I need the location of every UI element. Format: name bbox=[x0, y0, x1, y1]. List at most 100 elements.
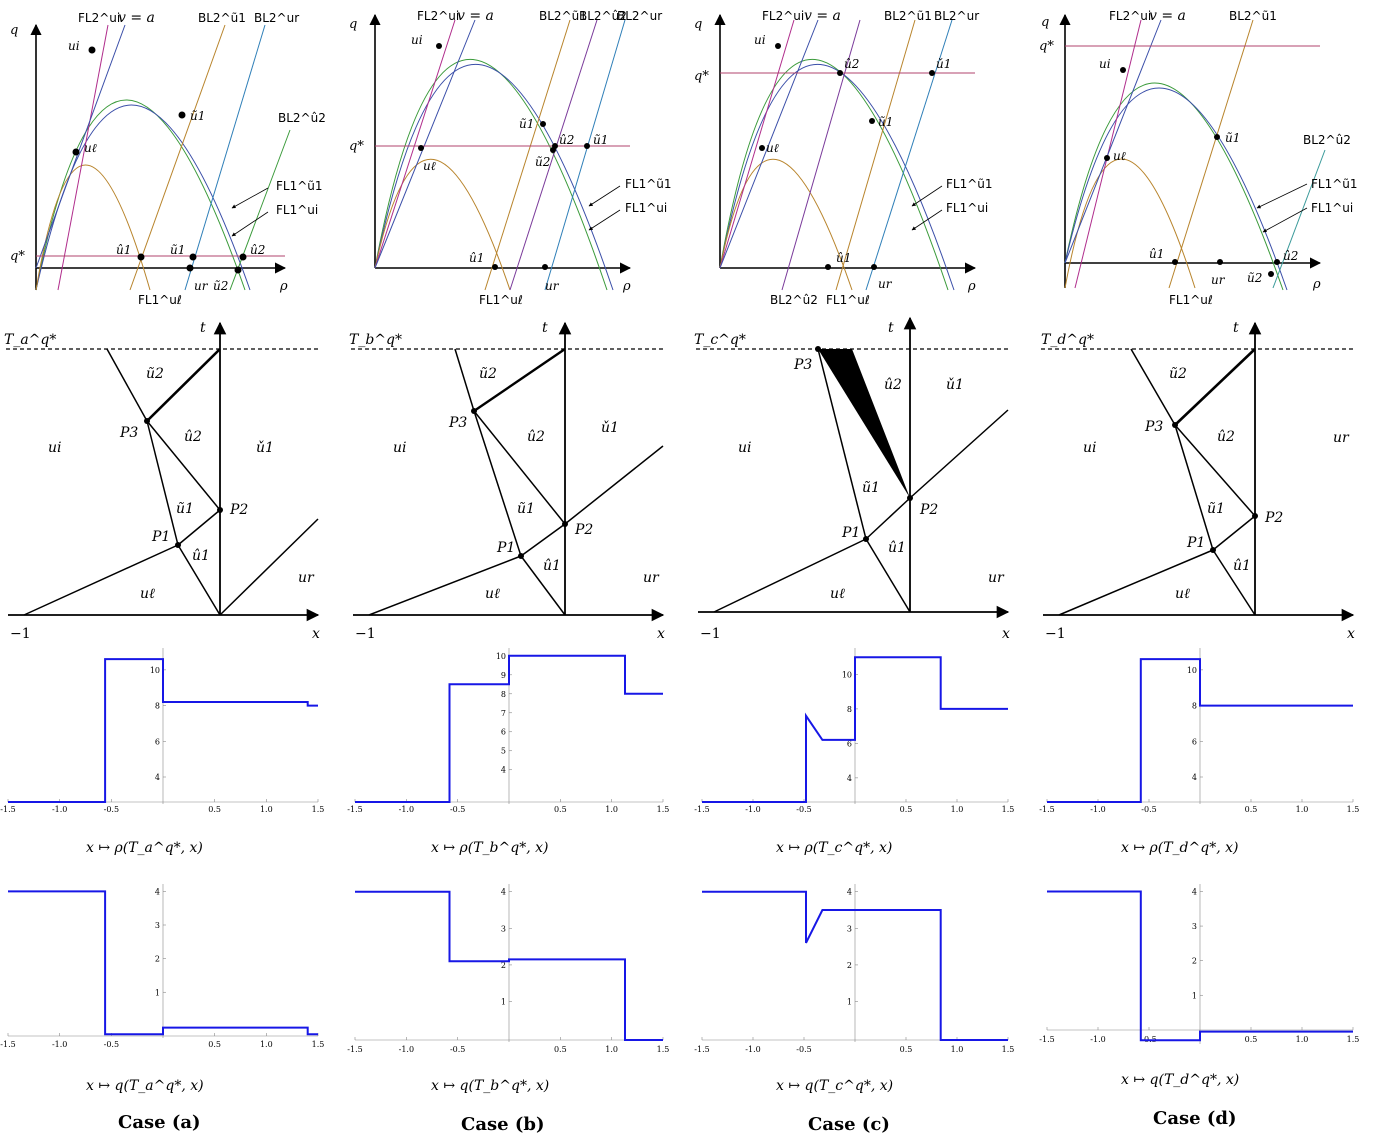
phase-diagram: q ρ q* v = a FL2^ui BL2^ũ1 BL2^ur BL2^û2… bbox=[10, 10, 326, 307]
x-tick-label: 1.0 bbox=[605, 805, 618, 814]
pt-uh1: û1 bbox=[1149, 247, 1164, 261]
case-caption: Case (c) bbox=[808, 1114, 890, 1135]
x-tick-label: 1.5 bbox=[1002, 1045, 1015, 1054]
q-star-label: q* bbox=[1039, 39, 1054, 54]
pt-ul: uℓ bbox=[423, 159, 436, 173]
bl2-ur-label: BL2^ur bbox=[934, 9, 979, 23]
rho-caption: x ↦ ρ(T_d^q*, x) bbox=[1121, 840, 1238, 856]
y-tick-label: 4 bbox=[1192, 887, 1197, 896]
y-tick-label: 4 bbox=[155, 773, 160, 782]
q-plot: -1.5 -1.0 -0.5 0.5 1.0 1.5 1 2 3 4 bbox=[347, 884, 669, 1054]
series-line bbox=[355, 890, 663, 1041]
fl1-u1t-label: FL1^ũ1 bbox=[946, 177, 993, 191]
x-tick-label: -0.5 bbox=[450, 805, 465, 814]
pt-ur: ur bbox=[878, 277, 893, 291]
tx-points bbox=[1172, 422, 1258, 553]
y-tick-label: 1 bbox=[501, 998, 506, 1007]
bl2-uh2-line bbox=[1272, 149, 1326, 289]
T-label: T_d^q* bbox=[1041, 332, 1094, 348]
x-tick-label: 1.0 bbox=[605, 1045, 618, 1054]
q-star-label: q* bbox=[349, 139, 364, 154]
x-tick-label: -1.0 bbox=[399, 1045, 414, 1054]
pt-ut2: ũ2 bbox=[1247, 271, 1262, 285]
q-caption: x ↦ q(T_c^q*, x) bbox=[776, 1078, 893, 1094]
y-tick-label: 8 bbox=[501, 690, 506, 699]
x-label: x bbox=[657, 626, 665, 642]
pt-uh1: û1 bbox=[469, 251, 484, 265]
green-curve bbox=[35, 99, 246, 291]
fl1-ul-curve bbox=[719, 159, 853, 291]
x-tick-label: 0.5 bbox=[554, 805, 567, 814]
bl2-uh2-line bbox=[229, 129, 291, 291]
green-curve bbox=[1064, 82, 1284, 291]
y-tick-label: 1 bbox=[155, 988, 160, 997]
bl2-u1t-label: BL2^ũ1 bbox=[198, 11, 246, 25]
region-uh2: û2 bbox=[527, 429, 545, 445]
x-label: x bbox=[312, 626, 320, 642]
pt-uh2: û2 bbox=[1283, 249, 1298, 263]
pt-ul: uℓ bbox=[1113, 149, 1126, 163]
tx-diagram: t x −1 T_b^q* ui uℓ ur ũ2 û2 ǔ1 ũ1 û1 P1… bbox=[349, 320, 665, 642]
bl2-u1t-label: BL2^ũ1 bbox=[1229, 9, 1277, 23]
fl2-ui-line bbox=[719, 19, 795, 269]
y-tick-label: 1 bbox=[1192, 991, 1197, 1000]
pt-ut1: ũ1 bbox=[190, 109, 205, 123]
t-label: t bbox=[1233, 320, 1239, 336]
x-tick-label: -1.0 bbox=[399, 805, 414, 814]
waves bbox=[1058, 348, 1256, 616]
P1: P1 bbox=[151, 529, 170, 545]
pt-ur: ur bbox=[1211, 273, 1226, 287]
P3: P3 bbox=[119, 425, 138, 441]
bl2-ur-line bbox=[184, 24, 266, 291]
x-tick-label: -0.5 bbox=[1141, 805, 1156, 814]
series-line bbox=[702, 656, 1008, 803]
T-label: T_b^q* bbox=[349, 332, 402, 348]
bl2-ur-label: BL2^ur bbox=[617, 9, 662, 23]
arrow-fl1-u1t bbox=[231, 187, 269, 209]
region-uh1: û1 bbox=[1233, 558, 1251, 574]
y-tick-label: 3 bbox=[155, 921, 160, 930]
xmin-label: −1 bbox=[355, 626, 376, 642]
x-tick-label: -1.5 bbox=[0, 805, 15, 814]
q-star-label: q* bbox=[694, 69, 709, 84]
q-label: q bbox=[10, 23, 18, 38]
y-tick-label: 3 bbox=[847, 924, 852, 933]
x-tick-label: 1.0 bbox=[260, 1040, 273, 1049]
x-tick-label: -0.5 bbox=[796, 1045, 811, 1054]
fl2-ui-label: FL2^ui bbox=[417, 9, 459, 23]
region-uh1: û1 bbox=[543, 558, 561, 574]
region-ut1: ũ1 bbox=[176, 501, 194, 517]
pt-ut1b: ũ1 bbox=[593, 133, 608, 147]
y-tick-label: 6 bbox=[155, 737, 160, 746]
rho-label: ρ bbox=[967, 279, 976, 294]
rho-caption: x ↦ ρ(T_b^q*, x) bbox=[431, 840, 548, 856]
x-tick-label: -0.5 bbox=[796, 805, 811, 814]
x-tick-label: 0.5 bbox=[1245, 805, 1258, 814]
pt-ut1: ũ1 bbox=[519, 117, 534, 131]
rho-plot: -1.5 -1.0 -0.5 0.5 1.0 1.5 4 6 8 10 bbox=[1039, 648, 1359, 814]
region-ut2: ũ2 bbox=[146, 366, 164, 382]
t-label: t bbox=[888, 320, 894, 336]
P2: P2 bbox=[919, 502, 938, 518]
y-tick-label: 7 bbox=[501, 709, 506, 718]
fl1-ui-label: FL1^ui bbox=[1311, 201, 1353, 215]
pt-ut2: ũ2 bbox=[535, 155, 550, 169]
y-tick-label: 10 bbox=[150, 666, 160, 675]
region-ul: uℓ bbox=[140, 586, 155, 602]
bl2-u1t-line bbox=[129, 24, 226, 291]
T-label: T_c^q* bbox=[694, 332, 746, 348]
bl2-u1t-label: BL2^ũ1 bbox=[884, 9, 932, 23]
series-line bbox=[355, 654, 663, 803]
region-uh2: û2 bbox=[184, 429, 202, 445]
x-tick-label: -0.5 bbox=[450, 1045, 465, 1054]
rho-caption: x ↦ ρ(T_c^q*, x) bbox=[776, 840, 892, 856]
pt-ul: uℓ bbox=[84, 141, 97, 155]
x-tick-label: -0.5 bbox=[104, 1040, 119, 1049]
pt-ul: uℓ bbox=[766, 141, 779, 155]
region-ut1: ũ1 bbox=[862, 480, 880, 496]
arrow-fl1-ui bbox=[588, 209, 621, 231]
P1: P1 bbox=[496, 540, 515, 556]
y-tick-label: 6 bbox=[1192, 737, 1197, 746]
pt-ui: ui bbox=[68, 39, 80, 53]
tx-diagram: t x −1 T_d^q* ui uℓ ur ũ2 û2 ũ1 û1 P1 P2… bbox=[1041, 320, 1355, 642]
